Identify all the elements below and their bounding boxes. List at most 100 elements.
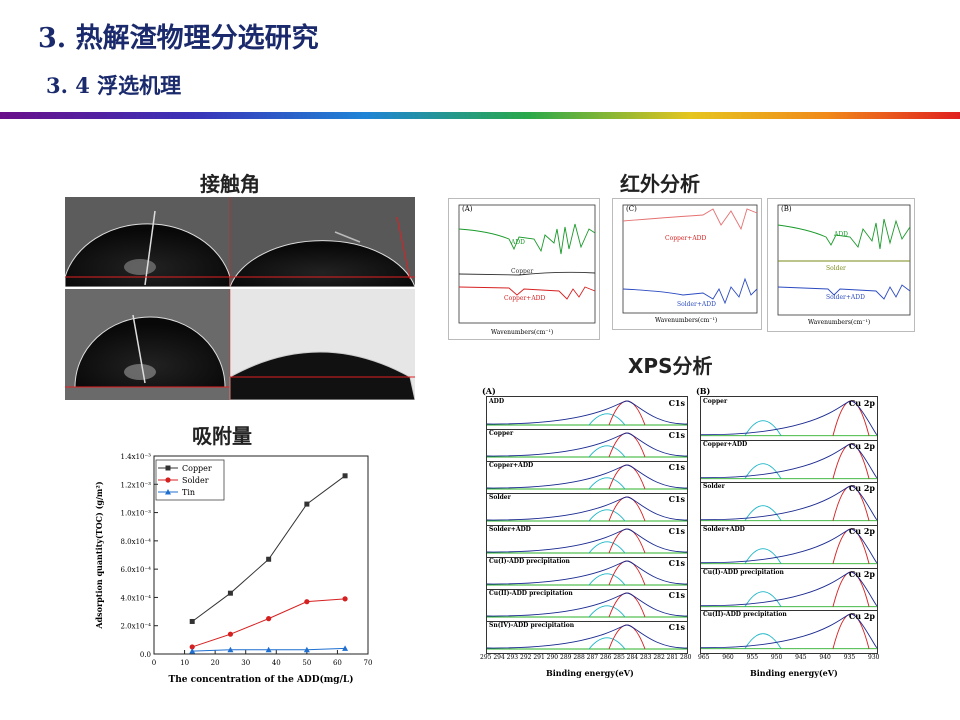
data-point — [265, 646, 272, 653]
xps-peak-label: Cu 2p — [848, 440, 875, 451]
x-axis-label: The concentration of the ADD(mg/L) — [169, 674, 354, 685]
ir-b-label-solder-add: Solder+ADD — [826, 294, 865, 301]
xps-row: Cu(II)-ADD precipitation Cu 2p — [700, 610, 878, 653]
ir-c-xlabel: Wavenumbers(cm⁻¹) — [655, 317, 718, 324]
xps-row-label: Solder — [489, 494, 511, 501]
xps-row: Cu(I)-ADD precipitation Cu 2p — [700, 568, 878, 612]
xps-panel-b: (B) Copper Cu 2p Copper+ADD Cu 2p Solder Cu 2… — [694, 386, 880, 682]
y-tick-label: 0.0 — [140, 651, 151, 659]
xps-row-label: Copper — [489, 430, 514, 437]
data-point — [189, 644, 195, 650]
xps-b-tag: (B) — [696, 386, 711, 396]
data-point — [266, 556, 272, 562]
xps-xtick: 290 — [546, 654, 559, 661]
xps-xtick: 284 — [626, 654, 639, 661]
adsorption-chart-svg: 0.0 2.0x10⁻⁴ 4.0x10⁻⁴ 6.0x10⁻⁴ 8.0x10⁻⁴ 1.0x1… — [94, 453, 372, 685]
xps-row: ADD C1s — [486, 397, 688, 430]
xps-row-label: Cu(II)-ADD precipitation — [703, 611, 787, 619]
x-tick-label: 60 — [333, 659, 342, 667]
x-tick-label: 40 — [272, 659, 281, 667]
page-title: 3. 热解渣物理分选研究 — [38, 23, 319, 54]
ir-c-label-copper-add: Copper+ADD — [665, 235, 707, 242]
xps-b-stack: Copper Cu 2p Copper+ADD Cu 2p Solder Cu 2p Sol… — [700, 396, 878, 654]
ir-spectrum-b — [777, 204, 911, 316]
contact-angle-heading: 接触角 — [200, 172, 260, 196]
data-point — [304, 501, 310, 507]
contact-angle-droplets — [65, 197, 415, 400]
ir-b-tag: (B) — [781, 205, 792, 213]
x-tick-label: 10 — [180, 659, 189, 667]
data-point — [304, 599, 310, 605]
legend-box — [155, 459, 225, 501]
xps-xtick: 950 — [770, 654, 783, 661]
xps-curve — [700, 443, 878, 479]
xps-row: Solder C1s — [486, 493, 688, 526]
contact-angle-image — [65, 197, 415, 400]
xps-row: Solder+ADD C1s — [486, 525, 688, 558]
xps-curve — [486, 528, 688, 554]
xps-peak-label: C1s — [668, 430, 685, 440]
ir-c-tag: (C) — [626, 205, 637, 213]
legend-label: Copper — [182, 464, 212, 473]
ir-c-label-solder-add: Solder+ADD — [677, 301, 716, 308]
xps-xtick: 293 — [506, 654, 519, 661]
xps-peak-label: Cu 2p — [848, 568, 875, 579]
xps-xtick: 955 — [746, 654, 759, 661]
adsorption-heading: 吸附量 — [192, 424, 252, 448]
ir-b-label-add: ADD — [834, 231, 848, 238]
xps-curve — [700, 571, 878, 607]
data-point — [227, 631, 234, 637]
xps-a-xlabel: Binding energy(eV) — [546, 668, 634, 678]
xps-row-label: Solder — [703, 483, 725, 491]
xps-xtick: 280 — [680, 654, 692, 661]
ir-a-tag: (A) — [462, 205, 473, 213]
xps-xtick: 289 — [560, 654, 572, 661]
xps-b-xlabel: Binding energy(eV) — [750, 668, 838, 678]
legend-marker — [165, 489, 171, 495]
ir-a-label-copper: Copper — [511, 268, 534, 275]
xps-row-label: Solder+ADD — [489, 526, 531, 533]
xps-row-label: Cu(I)-ADD precipitation — [489, 558, 570, 565]
xps-peak-label: Cu 2p — [848, 611, 875, 622]
xps-xtick: 281 — [666, 654, 679, 661]
xps-xtick: 960 — [722, 654, 734, 661]
xps-curve — [486, 560, 688, 586]
x-tick-label: 20 — [211, 659, 220, 667]
data-point — [227, 590, 233, 596]
xps-curve — [486, 464, 688, 490]
xps-row: Cu(I)-ADD precipitation C1s — [486, 557, 688, 590]
xps-row-label: Sn(IV)-ADD precipitation — [489, 622, 575, 629]
xps-xtick: 282 — [653, 654, 665, 661]
xps-xtick: 283 — [640, 654, 652, 661]
xps-a-stack: ADD C1s Copper C1s Copper+ADD C1s Solder C1s Sol… — [486, 396, 688, 654]
ir-panel-a: (A) ADD Copper Copper+ADD Wavenumbers(cm… — [448, 198, 600, 340]
xps-xtick: 287 — [586, 654, 599, 661]
xps-peak-label: C1s — [668, 622, 685, 632]
data-point — [227, 646, 234, 653]
plot-frame — [153, 455, 369, 655]
xps-heading: XPS分析 — [628, 354, 713, 378]
xps-peak-label: Cu 2p — [848, 398, 875, 408]
series-line-copper — [191, 475, 346, 622]
y-axis-label: Adsorption quantity(TOC) (g/m²) — [94, 481, 104, 630]
xps-xtick: 291 — [533, 654, 545, 661]
xps-row: Cu(II)-ADD precipitation C1s — [486, 589, 688, 622]
xps-peak-label: Cu 2p — [848, 526, 875, 536]
ir-panel-c: (C) Copper+ADD Solder+ADD Wavenumbers(cm… — [612, 198, 762, 330]
xps-row: Sn(IV)-ADD precipitation C1s — [486, 621, 688, 653]
xps-row: Copper+ADD C1s — [486, 461, 688, 494]
xps-xtick: 295 — [480, 654, 492, 661]
ir-a-label-copper-add: Copper+ADD — [504, 295, 546, 302]
xps-xtick: 294 — [493, 654, 505, 661]
legend-marker — [165, 477, 171, 483]
xps-curve — [700, 485, 878, 522]
xps-xtick: 935 — [843, 654, 856, 661]
y-tick-label: 1.2x10⁻³ — [121, 481, 152, 489]
adsorption-chart: 0.0 2.0x10⁻⁴ 4.0x10⁻⁴ 6.0x10⁻⁴ 8.0x10⁻⁴ 1.0x1… — [88, 446, 378, 692]
xps-peak-label: Cu 2p — [848, 483, 875, 494]
x-tick-label: 30 — [241, 659, 250, 667]
header-divider — [0, 112, 960, 119]
data-point — [189, 618, 195, 624]
xps-xtick: 930 — [868, 654, 880, 661]
xps-row: Solder+ADD Cu 2p — [700, 525, 878, 569]
